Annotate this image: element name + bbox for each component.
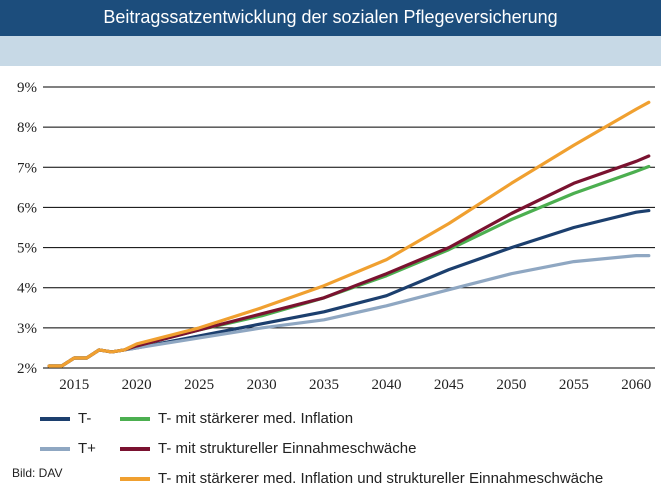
legend-label: T- mit stärkerer med. Inflation xyxy=(158,410,354,427)
y-tick-label: 9% xyxy=(17,80,37,96)
x-tick-label: 2015 xyxy=(59,377,89,393)
y-axis-ticks: 2% 3% 4% 5% 6% 7% 8% 9% xyxy=(17,80,37,377)
sub-header-band xyxy=(0,36,661,66)
x-tick-label: 2020 xyxy=(122,377,152,393)
y-tick-label: 6% xyxy=(17,200,37,216)
line-chart: 2% 3% 4% 5% 6% 7% 8% 9% 2015 2020 2025 2030 2035 204… xyxy=(17,80,655,393)
x-tick-label: 2045 xyxy=(434,377,464,393)
legend-item-combined: T- mit stärkerer med. Inflation und stru… xyxy=(120,470,603,487)
x-tick-label: 2060 xyxy=(621,377,651,393)
y-tick-label: 8% xyxy=(17,120,37,136)
series-lines xyxy=(47,100,651,368)
x-tick-label: 2055 xyxy=(559,377,589,393)
legend-label: T+ xyxy=(78,440,96,457)
chart-title: Beitragssatzentwicklung der sozialen Pfl… xyxy=(103,7,558,27)
y-tick-label: 7% xyxy=(17,160,37,176)
y-tick-label: 5% xyxy=(17,241,37,257)
series-line-4 xyxy=(47,100,651,368)
legend-swatch xyxy=(120,416,150,421)
legend: T- T+ T- mit stärkerer med. Inflation T-… xyxy=(0,405,661,496)
legend-swatch xyxy=(120,476,150,481)
series-line-3 xyxy=(47,154,651,368)
x-tick-label: 2040 xyxy=(371,377,401,393)
legend-swatch xyxy=(120,446,150,451)
x-tick-label: 2030 xyxy=(247,377,277,393)
legend-item-einnahme: T- mit struktureller Einnahmeschwäche xyxy=(120,440,416,457)
grid xyxy=(43,86,655,369)
x-tick-label: 2035 xyxy=(309,377,339,393)
y-tick-label: 4% xyxy=(17,281,37,297)
legend-swatch xyxy=(40,446,70,451)
series-line-1 xyxy=(47,254,651,368)
x-tick-label: 2050 xyxy=(496,377,526,393)
legend-label: T- mit struktureller Einnahmeschwäche xyxy=(158,440,417,457)
x-tick-label: 2025 xyxy=(184,377,214,393)
y-tick-label: 2% xyxy=(17,361,37,377)
series-line-2 xyxy=(47,164,651,368)
legend-label: T- xyxy=(78,410,92,427)
legend-item-t-plus: T+ xyxy=(40,440,96,457)
legend-label: T- mit stärkerer med. Inflation und stru… xyxy=(158,470,604,487)
legend-item-inflation: T- mit stärkerer med. Inflation xyxy=(120,410,353,427)
legend-item-t-minus: T- xyxy=(40,410,91,427)
legend-swatch xyxy=(40,416,70,421)
y-tick-label: 3% xyxy=(17,321,37,337)
title-bar: Beitragssatzentwicklung der sozialen Pfl… xyxy=(0,0,661,36)
x-axis-ticks: 2015 2020 2025 2030 2035 2040 2045 2050 2055 2060 xyxy=(59,377,651,393)
source-credit: Bild: DAV xyxy=(12,466,63,480)
